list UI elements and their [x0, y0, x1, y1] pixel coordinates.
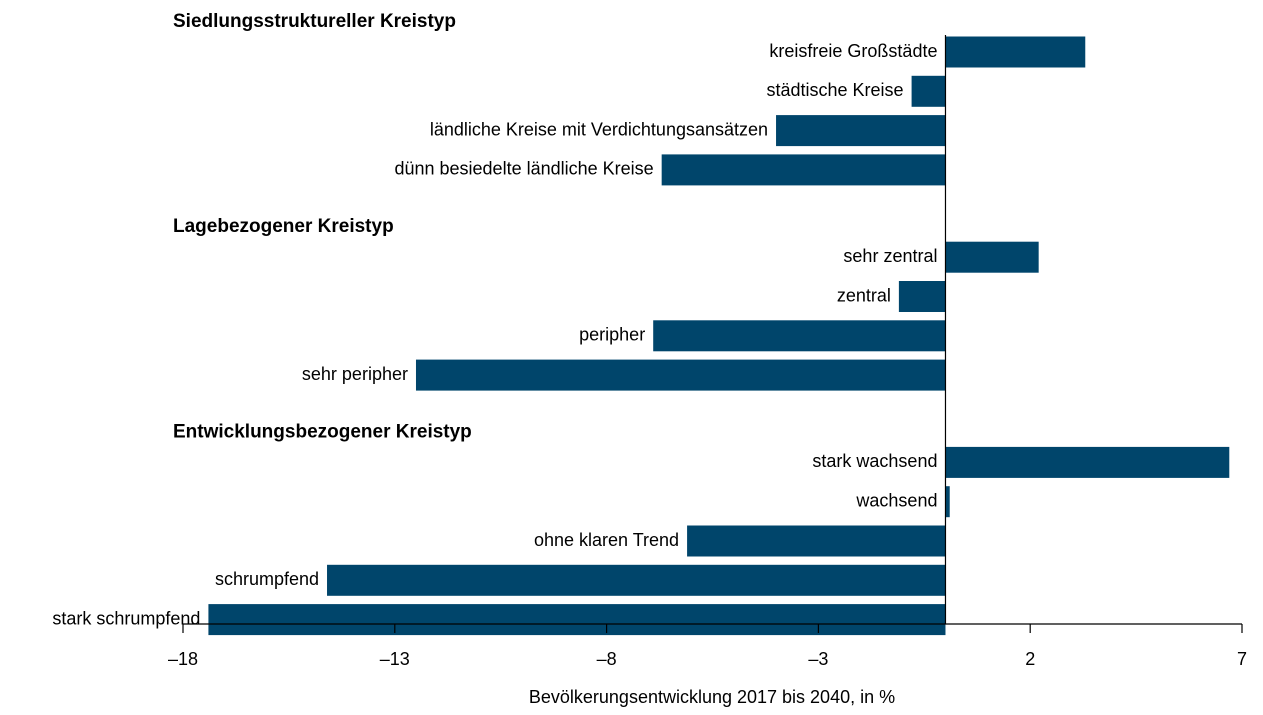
x-tick-label: 2	[1025, 649, 1035, 669]
category-label: städtische Kreise	[767, 80, 904, 100]
bar	[945, 241, 1039, 273]
category-label: ländliche Kreise mit Verdichtungsansätze…	[430, 119, 768, 139]
x-tick-label: –13	[380, 649, 410, 669]
group-title: Entwicklungsbezogener Kreistyp	[173, 421, 472, 442]
category-label: schrumpfend	[215, 569, 319, 589]
bar	[776, 115, 946, 147]
x-tick-label: –18	[168, 649, 198, 669]
category-label: kreisfreie Großstädte	[769, 41, 937, 61]
bar	[687, 525, 946, 557]
bar	[945, 36, 1086, 68]
bar	[653, 320, 946, 352]
category-label: stark wachsend	[812, 451, 937, 471]
bar	[661, 154, 946, 186]
category-label: stark schrumpfend	[52, 608, 200, 628]
bar	[945, 486, 950, 518]
category-label: peripher	[579, 325, 645, 345]
x-axis-label: Bevölkerungsentwicklung 2017 bis 2040, i…	[529, 687, 895, 707]
category-label: zentral	[837, 285, 891, 305]
group-title: Lagebezogener Kreistyp	[173, 216, 394, 237]
x-tick-label: –8	[597, 649, 617, 669]
bar	[945, 446, 1230, 478]
bar	[415, 359, 946, 391]
bar	[208, 604, 946, 636]
bar	[327, 564, 946, 596]
category-label: sehr zentral	[843, 246, 937, 266]
category-label: ohne klaren Trend	[534, 530, 679, 550]
x-tick-label: –3	[808, 649, 828, 669]
x-tick-label: 7	[1237, 649, 1247, 669]
category-label: dünn besiedelte ländliche Kreise	[394, 159, 653, 179]
bar	[898, 281, 946, 312]
category-label: wachsend	[855, 490, 937, 510]
bar	[911, 75, 946, 107]
category-label: sehr peripher	[302, 364, 408, 384]
group-title: Siedlungsstruktureller Kreistyp	[173, 11, 456, 32]
